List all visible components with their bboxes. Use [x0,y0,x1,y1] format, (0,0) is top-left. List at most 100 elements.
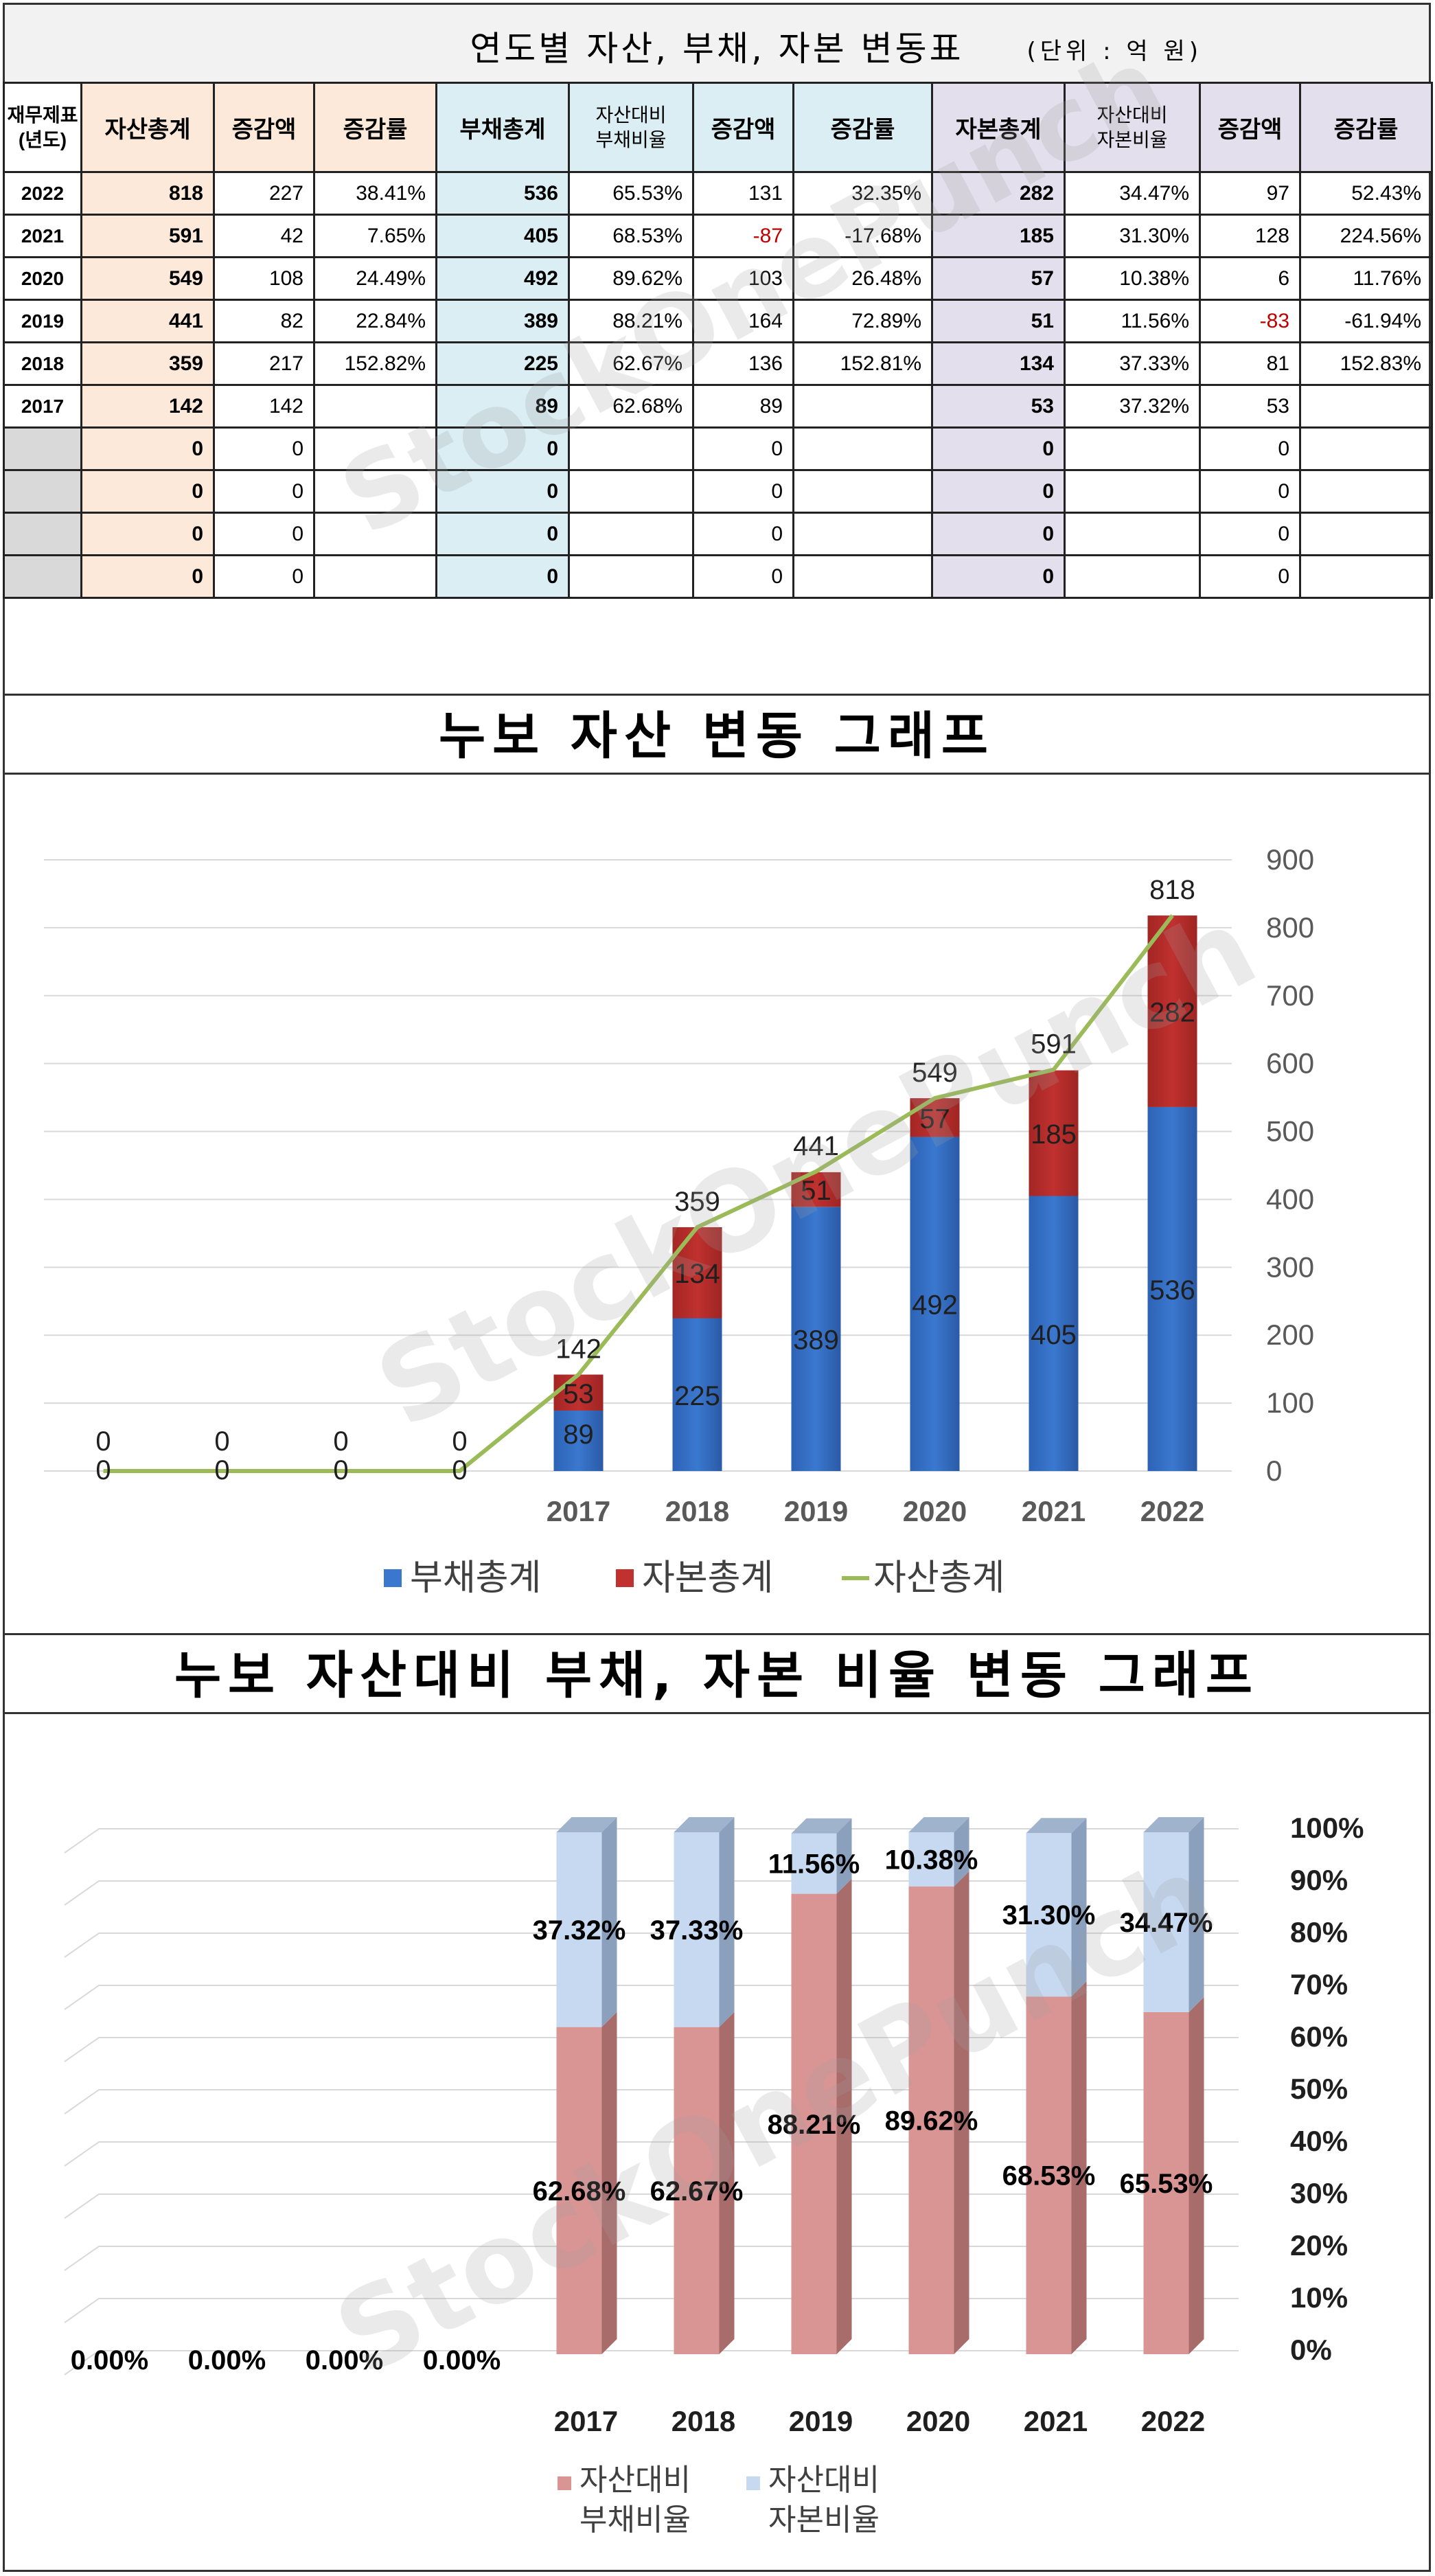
chart2-bar-debt-ratio-side [719,2011,735,2354]
table-cell-asset-change: 227 [213,171,315,216]
header-debt-rate: 증감률 [792,82,933,173]
chart1-label-asset: 818 [1149,875,1195,905]
table-cell-asset-change: 82 [213,299,315,343]
chart2-bar-debt-ratio-front [556,2027,602,2354]
table-cell-debt-rate: 32.35% [792,171,933,216]
table-cell-debt-ratio: 62.67% [568,341,694,386]
chart2-gridline [64,2193,1239,2219]
chart2-legend-label: 자본비율 [768,2503,880,2537]
chart2-gridline [64,2246,1239,2271]
table-cell-asset-rate [313,426,437,471]
chart1-label-equity: 185 [1031,1119,1077,1150]
table-cell-debt-rate [792,426,933,471]
table-unit: (단위 : 억 원) [1026,38,1202,65]
chart2-bar-debt-ratio-front [908,1886,954,2354]
table-cell-debt-ratio: 62.68% [568,384,694,429]
table-cell-debt: 0 [435,554,570,599]
table-cell-debt-ratio [568,554,694,599]
chart1-label-debt: 389 [793,1325,839,1356]
chart1-x-tick: 2017 [547,1495,610,1527]
chart2-bar-equity-ratio-front [791,1833,837,1894]
chart1-y-tick: 0 [1266,1455,1282,1487]
table-row: 2022 818 227 38.41% 536 65.53% 131 32.35% 282 34.… [3,171,1433,216]
table-cell-year [3,426,82,471]
header-asset-change: 증감액 [213,82,315,173]
table-cell-debt-rate: -17.68% [792,214,933,258]
chart2-label-debt-ratio: 0.00% [71,2345,148,2375]
table-cell-debt-rate: 26.48% [792,256,933,301]
table-cell-asset: 0 [80,512,215,556]
header-debt-ratio: 자산대비 부채비율 [568,82,694,173]
chart1-label-asset: 441 [793,1131,839,1161]
table-cell-equity-ratio: 10.38% [1064,256,1201,301]
chart1-y-tick: 300 [1266,1251,1314,1283]
chart2-label-debt-ratio: 65.53% [1120,2169,1213,2199]
table-cell-equity-ratio [1064,426,1201,471]
chart1-x-tick: 2018 [665,1495,729,1527]
table-cell-asset-rate [313,554,437,599]
table-cell-debt: 389 [435,299,570,343]
chart2-bar-equity-ratio-side [954,1817,969,1887]
chart1-legend-label: 자본총계 [642,1558,773,1598]
chart2-gridline [64,2298,1239,2323]
table-cell-equity-rate [1299,426,1433,471]
chart2-y-tick: 10% [1290,2281,1348,2314]
chart2-label-debt-ratio: 62.68% [533,2176,626,2207]
table-cell-equity-rate [1299,469,1433,514]
chart2-x-tick: 2020 [906,2405,970,2437]
chart1-x-tick: 2021 [1022,1495,1086,1527]
chart1-bar-debt [791,1207,841,1471]
table-cell-asset: 549 [80,256,215,301]
table-row: 2017 142 142 89 62.68% 89 53 37.32% 53 [3,384,1433,429]
table-cell-asset-rate [313,384,437,429]
table-cell-equity-change: -83 [1199,299,1301,343]
table-cell-equity-ratio [1064,512,1201,556]
table-cell-equity-change: 6 [1199,256,1301,301]
chart1-y-tick: 800 [1266,911,1314,944]
table-cell-asset-change: 0 [213,512,315,556]
chart1-bar-debt [910,1137,960,1471]
table-row: 2020 549 108 24.49% 492 89.62% 103 26.48% 57 10.3… [3,256,1433,301]
chart1-label-asset: 0 [214,1426,229,1457]
chart2-bar-equity-ratio-side [836,1818,852,1894]
chart1-y-tick: 500 [1266,1115,1314,1148]
table-header-row: 재무제표 (년도) 자산총계 증감액 증감률 부채총계 자산대비 부채비율 증감액 … [3,82,1433,173]
table-cell-equity-ratio: 37.33% [1064,341,1201,386]
table-cell-asset: 441 [80,299,215,343]
table-cell-year: 2019 [3,299,82,343]
chart1-bar-equity [1147,915,1197,1107]
chart2-label-equity-ratio: 37.32% [533,1915,626,1946]
header-equity-rate: 증감률 [1299,82,1433,173]
table-cell-asset: 591 [80,214,215,258]
chart2-bar-equity-ratio-top [674,1817,735,1832]
table-cell-year: 2021 [3,214,82,258]
chart2-y-tick: 40% [1290,2125,1348,2157]
chart1-y-tick: 900 [1266,843,1314,876]
table-cell-equity-rate: 11.76% [1299,256,1433,301]
table-cell-year: 2017 [3,384,82,429]
chart1-label-debt: 225 [674,1381,720,1411]
chart2-x-tick: 2017 [554,2405,618,2437]
chart1-label-asset: 0 [452,1426,467,1457]
chart1-bar-equity [1029,1070,1079,1196]
table-cell-equity: 134 [931,341,1066,386]
table-cell-debt: 0 [435,426,570,471]
table-title-bar: 연도별 자산, 부채, 자본 변동표 (단위 : 억 원) [3,3,1431,84]
chart2-y-tick: 20% [1290,2229,1348,2261]
table-body: 2022 818 227 38.41% 536 65.53% 131 32.35% 282 34.… [3,171,1433,599]
table-cell-asset-rate: 38.41% [313,171,437,216]
table-cell-equity: 51 [931,299,1066,343]
chart2-y-tick: 90% [1290,1864,1348,1896]
table-cell-asset-change: 0 [213,554,315,599]
chart1-x-tick: 2020 [903,1495,967,1527]
chart1-label-asset: 591 [1031,1029,1077,1060]
table-cell-equity-ratio [1064,554,1201,599]
table-cell-asset-change: 108 [213,256,315,301]
header-debt: 부채총계 [435,82,570,173]
table-cell-equity: 57 [931,256,1066,301]
table-cell-asset: 0 [80,469,215,514]
chart1-label-debt: 492 [912,1290,958,1321]
